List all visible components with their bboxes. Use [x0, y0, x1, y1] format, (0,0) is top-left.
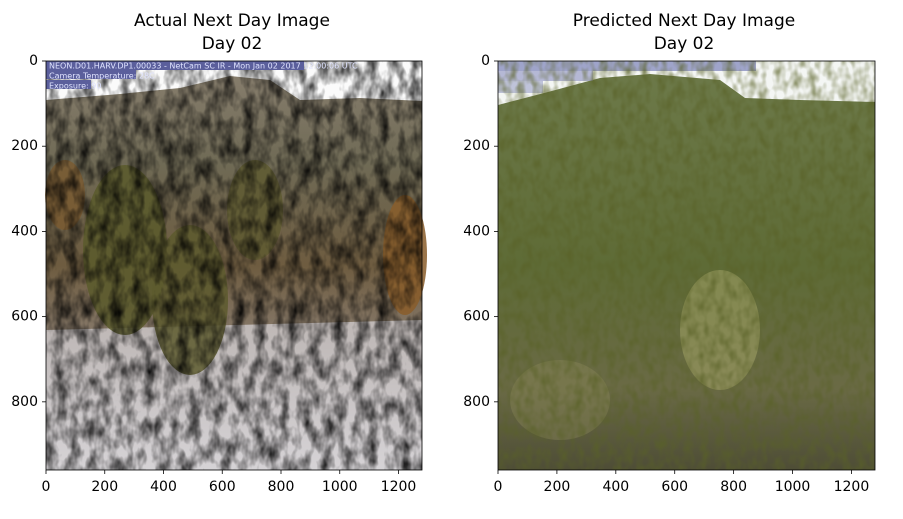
x-tick-label: 0	[494, 479, 503, 495]
y-tick-label: 0	[29, 53, 38, 69]
image-annotation: Camera Temperature: 28C	[49, 72, 155, 81]
axes-predicted: Predicted Next Day Image Day 02 0 200 400 6…	[463, 11, 876, 495]
y-tick-label: 800	[463, 394, 490, 410]
y-tick-label: 600	[11, 309, 38, 325]
image	[45, 61, 427, 470]
y-tick-label: 200	[11, 138, 38, 154]
y-tick-label: 400	[463, 223, 490, 239]
x-tick-label: 400	[150, 479, 177, 495]
axes-frame	[497, 60, 876, 471]
y-tick-label: 200	[463, 138, 490, 154]
y-tick-label: 400	[11, 223, 38, 239]
x-tick-label: 1200	[381, 479, 417, 495]
axes-actual: Actual Next Day Image Day 02 NEON.D01.HA…	[11, 11, 427, 495]
image-annotation: Exposure: 90	[49, 82, 101, 91]
x-tick-label: 1000	[322, 479, 358, 495]
x-tick-label: 800	[720, 479, 747, 495]
x-tick-label: 200	[544, 479, 571, 495]
y-tick-label: 0	[481, 53, 490, 69]
x-tick-label: 0	[42, 479, 51, 495]
image-annotation: NEON.D01.HARV.DP1.00033 - NetCam SC IR -…	[49, 62, 358, 71]
axes-subtitle: Day 02	[654, 34, 715, 54]
image	[498, 61, 875, 470]
x-tick-label: 1200	[834, 479, 870, 495]
y-tick-label: 600	[463, 309, 490, 325]
axes-title: Actual Next Day Image	[134, 11, 330, 31]
x-tick-label: 200	[91, 479, 118, 495]
x-tick-label: 800	[268, 479, 295, 495]
axes-frame	[45, 60, 423, 471]
axes-title: Predicted Next Day Image	[573, 11, 795, 31]
x-tick-label: 1000	[775, 479, 811, 495]
y-tick-label: 800	[11, 394, 38, 410]
x-tick-label: 600	[209, 479, 236, 495]
x-tick-label: 600	[661, 479, 688, 495]
axes-subtitle: Day 02	[202, 34, 263, 54]
x-tick-label: 400	[602, 479, 629, 495]
